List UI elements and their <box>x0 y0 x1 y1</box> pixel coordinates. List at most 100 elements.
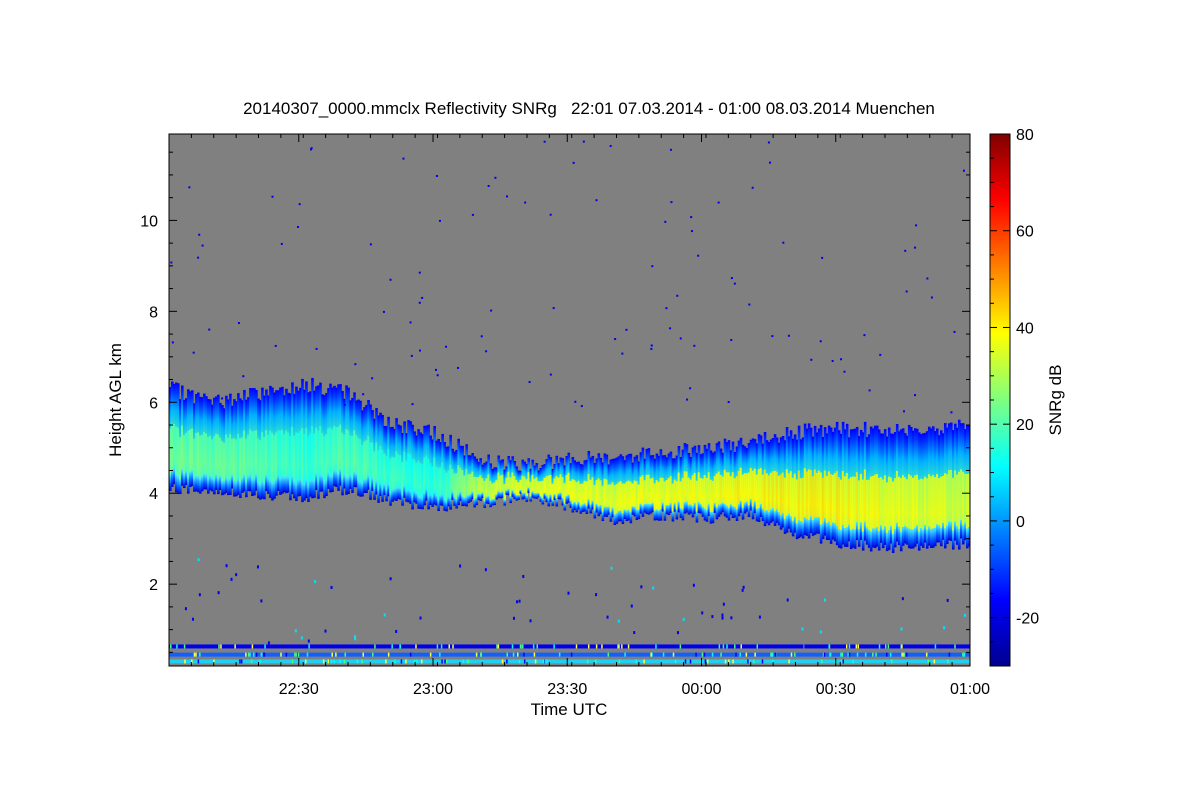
cloud-core <box>733 478 737 508</box>
cloud-core <box>395 451 398 488</box>
noise-speckle <box>722 602 725 606</box>
cloud-core <box>865 480 869 528</box>
clutter-dot <box>925 652 928 657</box>
cloud-core <box>227 437 230 480</box>
noise-speckle <box>314 580 317 584</box>
cloud-core <box>417 461 420 496</box>
clutter-dot <box>255 652 258 657</box>
cloud-core <box>691 475 695 507</box>
cloud-core <box>725 472 729 506</box>
noise-speckle <box>435 174 438 177</box>
noise-speckle <box>625 328 628 331</box>
noise-speckle <box>621 352 624 355</box>
cloud-core <box>321 433 324 476</box>
noise-speckle <box>494 176 497 179</box>
x-tick-label: 22:30 <box>279 681 319 698</box>
clutter-dot <box>855 644 858 649</box>
clutter-dot <box>587 644 590 649</box>
noise-speckle <box>686 398 689 401</box>
noise-speckle <box>490 309 493 312</box>
clutter-dot <box>635 659 637 664</box>
plot-area <box>169 134 970 666</box>
noise-speckle <box>418 271 421 274</box>
cloud-core <box>451 469 454 492</box>
cloud-core <box>617 482 621 512</box>
cloud-core <box>193 438 196 478</box>
cloud-core <box>831 474 835 523</box>
cloud-core <box>849 477 853 530</box>
clutter-dot <box>400 659 403 664</box>
noise-speckle <box>721 613 724 617</box>
noise-speckle <box>230 577 233 581</box>
noise-speckle <box>664 220 667 223</box>
cloud-core <box>177 427 180 477</box>
noise-speckle <box>905 290 908 293</box>
noise-speckle <box>271 195 274 198</box>
cloud-core <box>521 475 525 494</box>
clutter-band <box>169 652 970 657</box>
cloud-core <box>255 430 258 475</box>
clutter-dot <box>841 659 843 664</box>
cloud-core <box>529 481 533 497</box>
noise-speckle <box>208 328 211 331</box>
clutter-dot <box>322 659 325 664</box>
clutter-dot <box>607 652 610 657</box>
cloud-core <box>939 476 943 528</box>
noise-speckle <box>418 301 421 304</box>
cloud-core <box>875 473 879 528</box>
cloud-core <box>887 476 891 531</box>
cloud-core <box>877 477 881 532</box>
clutter-dot <box>695 652 697 657</box>
noise-speckle <box>787 334 790 337</box>
noise-speckle <box>309 148 312 151</box>
clutter-dot <box>413 659 416 664</box>
cloud-core <box>587 474 591 500</box>
cloud-core <box>573 480 577 502</box>
cloud-core <box>237 433 240 479</box>
noise-speckle <box>280 242 283 245</box>
noise-speckle <box>669 148 672 151</box>
clutter-dot <box>621 644 623 649</box>
clutter-dot <box>512 652 515 657</box>
colorbar-tick-label: 60 <box>1016 224 1034 241</box>
clutter-dot <box>754 652 756 657</box>
cloud-core <box>383 453 386 485</box>
clutter-dot <box>770 652 772 657</box>
cloud-core <box>277 430 280 475</box>
clutter-dot <box>790 652 793 657</box>
cloud-core <box>553 478 557 495</box>
cloud-core <box>329 427 332 475</box>
cloud-core <box>435 466 438 496</box>
clutter-dot <box>875 652 877 657</box>
noise-speckle <box>717 201 720 204</box>
cloud-core <box>783 477 787 519</box>
cloud-core <box>891 481 895 534</box>
cloud-core <box>287 432 290 477</box>
noise-speckle <box>418 349 421 352</box>
noise-speckle <box>690 216 693 219</box>
noise-speckle <box>330 585 333 589</box>
cloud-core <box>477 477 480 494</box>
clutter-dot <box>845 644 848 649</box>
noise-speckle <box>786 598 789 602</box>
noise-speckle <box>751 186 754 189</box>
clutter-dot <box>658 644 660 649</box>
cloud-core <box>315 427 318 474</box>
clutter-dot <box>553 644 555 649</box>
cloud-core <box>181 425 184 470</box>
noise-speckle <box>192 351 195 354</box>
cloud-core <box>897 476 901 527</box>
noise-speckle <box>267 641 270 645</box>
clutter-dot <box>927 659 929 664</box>
clutter-dot <box>886 652 888 657</box>
y-tick-label: 6 <box>149 395 158 412</box>
cloud-core <box>907 474 911 529</box>
cloud-core <box>289 436 292 484</box>
clutter-dot <box>933 659 936 664</box>
noise-speckle <box>665 307 668 310</box>
cloud-core <box>507 471 511 490</box>
noise-speckle <box>821 256 824 259</box>
cloud-core <box>323 436 326 482</box>
cloud-core <box>331 429 334 476</box>
clutter-dot <box>740 644 742 649</box>
